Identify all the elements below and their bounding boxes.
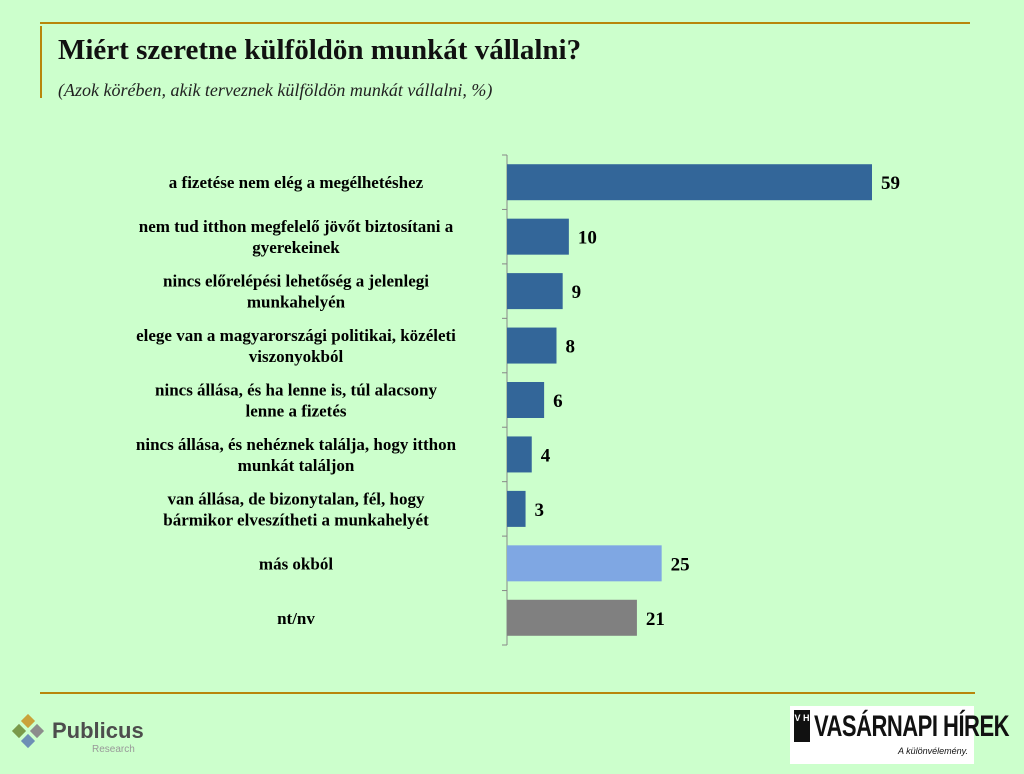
publicus-logo: Publicus Research bbox=[10, 712, 170, 762]
chart-title: Miért szeretne külföldön munkát vállalni… bbox=[58, 34, 582, 66]
bar-1 bbox=[507, 218, 569, 255]
bar-0 bbox=[507, 164, 872, 201]
category-label-3: elege van a magyarországi politikai, köz… bbox=[136, 326, 456, 345]
category-label-1: nem tud itthon megfelelő jövőt biztosíta… bbox=[139, 217, 454, 236]
category-label-8: nt/nv bbox=[277, 609, 315, 628]
chart-subtitle: (Azok körében, akik terveznek külföldön … bbox=[58, 80, 493, 100]
value-label-7: 25 bbox=[671, 554, 690, 575]
category-label-5: nincs állása, és nehéznek találja, hogy … bbox=[136, 435, 457, 454]
vh-slogan: A különvélemény. bbox=[897, 746, 968, 756]
value-label-5: 4 bbox=[541, 445, 551, 466]
value-label-1: 10 bbox=[578, 228, 597, 249]
bar-3 bbox=[507, 327, 557, 364]
bar-7 bbox=[507, 545, 662, 582]
category-label-0: a fizetése nem elég a megélhetéshez bbox=[169, 173, 424, 192]
value-label-3: 8 bbox=[565, 337, 575, 358]
publicus-subtitle: Research bbox=[92, 744, 135, 755]
bar-4 bbox=[507, 382, 545, 418]
category-label-2: nincs előrelépési lehetőség a jelenlegi bbox=[163, 272, 429, 291]
publicus-diamond-icon bbox=[11, 714, 45, 749]
publicus-name: Publicus bbox=[52, 718, 144, 743]
value-label-0: 59 bbox=[881, 173, 900, 194]
category-label-3: viszonyokból bbox=[249, 347, 344, 366]
value-label-4: 6 bbox=[553, 391, 563, 412]
value-label-6: 3 bbox=[535, 500, 545, 521]
bottom-divider bbox=[40, 692, 975, 694]
category-label-6: bármikor elveszítheti a munkahelyét bbox=[163, 510, 429, 529]
category-label-4: lenne a fizetés bbox=[245, 402, 346, 421]
vasarnapi-hirek-logo: V H VASÁRNAPI HÍREK A különvélemény. bbox=[790, 706, 1010, 764]
title-accent-line bbox=[40, 26, 42, 98]
category-label-6: van állása, de bizonytalan, fél, hogy bbox=[168, 489, 425, 508]
bar-8 bbox=[507, 599, 637, 636]
category-label-7: más okból bbox=[259, 554, 333, 573]
category-label-5: munkát találjon bbox=[238, 456, 355, 475]
bar-6 bbox=[507, 490, 526, 527]
category-label-2: munkahelyén bbox=[247, 293, 346, 312]
category-label-1: gyerekeinek bbox=[252, 238, 340, 257]
bar-5 bbox=[507, 436, 532, 473]
value-label-2: 9 bbox=[572, 282, 582, 303]
vh-mark: V H bbox=[794, 710, 810, 742]
top-divider bbox=[40, 22, 970, 24]
vh-name: VASÁRNAPI HÍREK bbox=[814, 709, 1010, 743]
value-label-8: 21 bbox=[646, 609, 665, 630]
category-label-4: nincs állása, és ha lenne is, túl alacso… bbox=[155, 381, 437, 400]
bar-2 bbox=[507, 273, 563, 310]
